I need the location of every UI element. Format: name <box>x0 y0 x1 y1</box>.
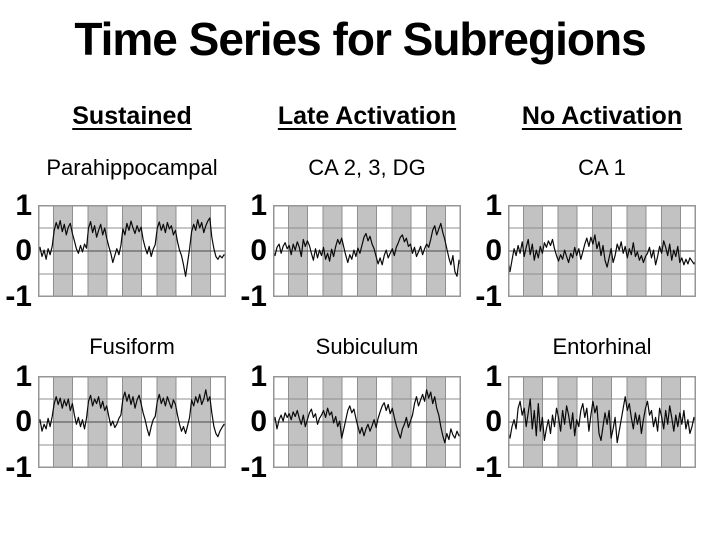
column-header-sustained: Sustained <box>72 102 192 130</box>
ytick-minus1: -1 <box>475 451 502 484</box>
ytick-minus1: -1 <box>240 451 267 484</box>
plot-ca23dg: 1 0 -1 <box>239 191 461 312</box>
ytick-minus1: -1 <box>5 451 32 484</box>
ytick-zero: 0 <box>485 234 502 267</box>
region-label-ca1: CA 1 <box>578 155 626 180</box>
ytick-plus1: 1 <box>250 189 267 222</box>
slide-title: Time Series for Subregions <box>74 13 646 65</box>
ytick-zero: 0 <box>250 234 267 267</box>
ytick-zero: 0 <box>15 234 32 267</box>
ytick-plus1: 1 <box>15 189 32 222</box>
region-label-fusiform: Fusiform <box>89 334 175 359</box>
ytick-zero: 0 <box>485 405 502 438</box>
region-label-ca23dg: CA 2, 3, DG <box>308 155 426 180</box>
column-header-late-activation: Late Activation <box>277 102 457 130</box>
timeseries-chart-ca1 <box>508 205 696 297</box>
plot-ca1: 1 0 -1 <box>474 191 696 312</box>
ytick-zero: 0 <box>250 405 267 438</box>
timeseries-chart-entorhinal <box>508 376 696 468</box>
region-label-subiculum: Subiculum <box>315 334 419 359</box>
ytick-plus1: 1 <box>250 360 267 393</box>
ytick-minus1: -1 <box>5 280 32 313</box>
ytick-plus1: 1 <box>485 189 502 222</box>
ytick-plus1: 1 <box>15 360 32 393</box>
timeseries-chart-parahippocampal <box>38 205 226 297</box>
region-label-entorhinal: Entorhinal <box>552 334 652 359</box>
ytick-zero: 0 <box>15 405 32 438</box>
timeseries-chart-subiculum <box>273 376 461 468</box>
ytick-plus1: 1 <box>485 360 502 393</box>
plot-subiculum: 1 0 -1 <box>239 362 461 483</box>
ytick-minus1: -1 <box>240 280 267 313</box>
plot-parahippocampal: 1 0 -1 <box>4 191 226 312</box>
plot-fusiform: 1 0 -1 <box>4 362 226 483</box>
timeseries-chart-ca23dg <box>273 205 461 297</box>
region-label-parahippocampal: Parahippocampal <box>46 155 218 180</box>
ytick-minus1: -1 <box>475 280 502 313</box>
timeseries-chart-fusiform <box>38 376 226 468</box>
column-header-no-activation: No Activation <box>521 102 683 130</box>
plot-entorhinal: 1 0 -1 <box>474 362 696 483</box>
